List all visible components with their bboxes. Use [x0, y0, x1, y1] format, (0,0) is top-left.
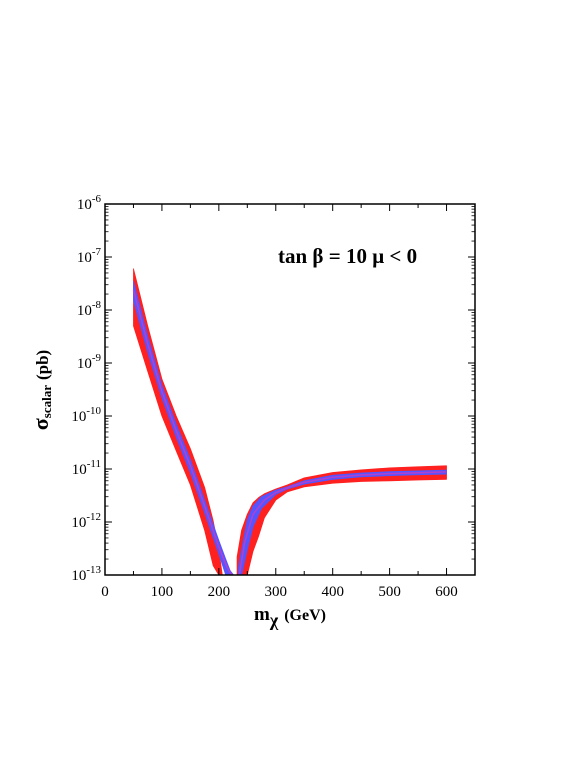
y-tick-label: 10-7: [77, 246, 102, 266]
central-line-segment-2: [238, 471, 447, 575]
x-axis-title: mχ (GeV): [254, 604, 326, 630]
ticks-layer: [104, 203, 476, 576]
inner-band-segment-1: [133, 280, 234, 575]
y-tick-label: 10-10: [71, 405, 101, 425]
x-tick-label: 100: [151, 584, 174, 600]
x-tick-label: 200: [208, 584, 231, 600]
y-tick-label: 10-6: [77, 193, 102, 213]
y-tick-label: 10-11: [72, 458, 101, 478]
y-axis-title: σscalar(pb): [28, 350, 54, 430]
annotation: tan β = 10 μ < 0: [278, 244, 417, 268]
y-tick-label: 10-8: [77, 299, 102, 319]
outer-band-segment-2: [236, 465, 447, 575]
x-tick-label: 600: [435, 584, 458, 600]
inner-band-segment-2: [237, 469, 447, 575]
x-tick-label: 300: [265, 584, 288, 600]
x-tick-labels: 0 100 200 300 400 500 600: [101, 584, 458, 600]
central-line-segment-1: [132, 289, 234, 575]
x-tick-label: 0: [101, 584, 109, 600]
plot-frame: [104, 203, 476, 576]
x-tick-label: 400: [321, 584, 344, 600]
y-tick-label: 10-12: [71, 511, 101, 531]
x-tick-label: 500: [378, 584, 401, 600]
y-tick-labels: 10-13 10-12 10-11 10-10 10-9 10-8 10-7 10-6: [71, 193, 101, 584]
bands-layer: [132, 268, 447, 575]
y-tick-label: 10-9: [77, 352, 102, 372]
y-tick-label: 10-13: [71, 564, 101, 584]
